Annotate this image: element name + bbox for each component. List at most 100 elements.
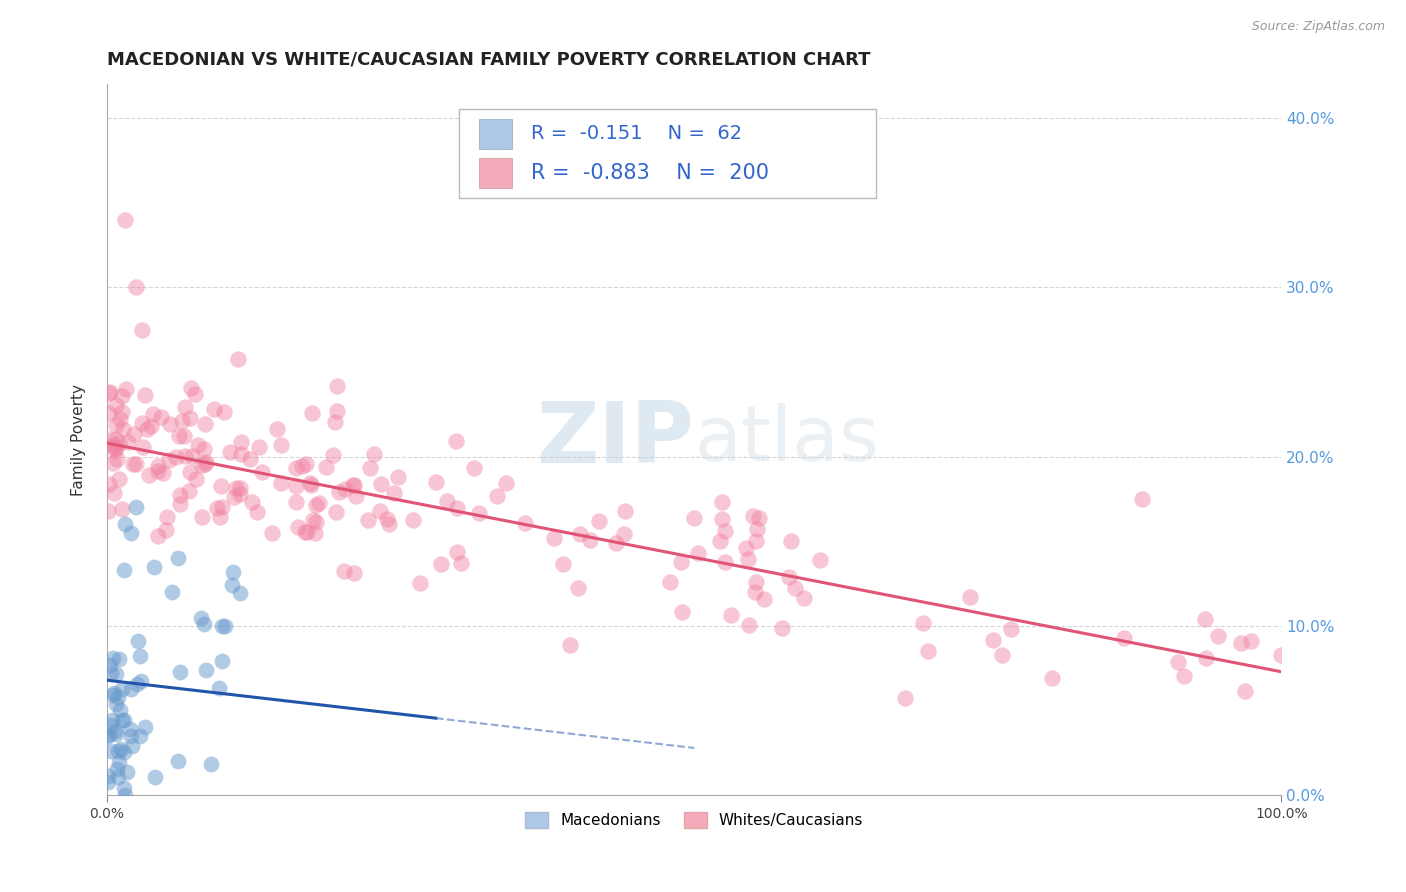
Point — [425, 475, 447, 489]
Point — [1173, 669, 1195, 683]
Point — [911, 616, 934, 631]
Point — [127, 634, 149, 648]
Point — [187, 438, 209, 452]
Point — [1234, 684, 1257, 698]
Point — [191, 510, 214, 524]
Point — [114, 517, 136, 532]
Point — [686, 546, 709, 560]
Point — [166, 551, 188, 566]
Point — [720, 607, 742, 622]
Point — [173, 449, 195, 463]
Point — [184, 472, 207, 486]
Point — [446, 501, 468, 516]
Point — [148, 458, 170, 473]
Point — [105, 697, 128, 711]
Point — [450, 556, 472, 570]
Point — [735, 541, 758, 555]
Point — [156, 510, 179, 524]
Point — [270, 437, 292, 451]
Point — [211, 619, 233, 633]
FancyBboxPatch shape — [479, 119, 512, 149]
Point — [363, 447, 385, 461]
Point — [194, 455, 217, 469]
Point — [141, 407, 163, 421]
Point — [325, 379, 347, 393]
Point — [344, 489, 367, 503]
Point — [222, 565, 245, 579]
Point — [107, 652, 129, 666]
Point — [247, 440, 270, 454]
Point — [97, 504, 120, 518]
Point — [711, 512, 734, 526]
Point — [108, 435, 131, 450]
Point — [250, 465, 273, 479]
Point — [745, 574, 768, 589]
Point — [134, 720, 156, 734]
Point — [990, 648, 1012, 663]
Point — [569, 527, 592, 541]
Point — [111, 713, 134, 727]
Point — [1000, 622, 1022, 636]
Point — [486, 489, 509, 503]
Point — [304, 525, 326, 540]
Point — [783, 581, 806, 595]
Point — [124, 426, 146, 441]
Point — [1230, 635, 1253, 649]
Point — [100, 718, 122, 732]
Point — [429, 558, 451, 572]
Point — [808, 553, 831, 567]
Point — [180, 381, 202, 395]
Point — [101, 456, 124, 470]
Point — [468, 506, 491, 520]
Point — [579, 533, 602, 548]
Point — [302, 513, 325, 527]
FancyBboxPatch shape — [460, 109, 876, 198]
Point — [322, 448, 344, 462]
Legend: Macedonians, Whites/Caucasians: Macedonians, Whites/Caucasians — [519, 805, 869, 834]
Point — [143, 559, 166, 574]
Point — [115, 764, 138, 779]
Point — [104, 442, 127, 457]
Point — [299, 475, 322, 490]
Point — [103, 486, 125, 500]
Point — [229, 481, 252, 495]
Point — [335, 482, 357, 496]
Point — [713, 555, 735, 569]
Point — [98, 657, 121, 672]
Point — [308, 496, 330, 510]
Point — [229, 435, 252, 450]
Point — [173, 429, 195, 443]
Point — [200, 757, 222, 772]
Point — [112, 745, 135, 759]
Point — [110, 703, 132, 717]
Point — [120, 525, 142, 540]
Point — [100, 666, 122, 681]
Point — [120, 681, 142, 696]
Point — [104, 442, 127, 456]
Point — [287, 520, 309, 534]
Point — [98, 385, 121, 400]
Point — [436, 494, 458, 508]
Point — [152, 466, 174, 480]
Point — [893, 690, 915, 705]
Point — [260, 526, 283, 541]
Point — [333, 565, 356, 579]
Point — [285, 461, 308, 475]
Point — [117, 434, 139, 449]
Point — [115, 382, 138, 396]
Point — [112, 563, 135, 577]
Point — [157, 453, 180, 467]
Point — [108, 755, 131, 769]
Point — [112, 780, 135, 795]
Point — [671, 555, 693, 569]
Point — [558, 638, 581, 652]
Point — [100, 744, 122, 758]
Text: atlas: atlas — [695, 403, 879, 476]
Point — [103, 440, 125, 454]
Point — [266, 422, 288, 436]
Point — [98, 476, 121, 491]
Point — [409, 576, 432, 591]
Point — [981, 632, 1004, 647]
Point — [190, 610, 212, 624]
Point — [160, 585, 183, 599]
